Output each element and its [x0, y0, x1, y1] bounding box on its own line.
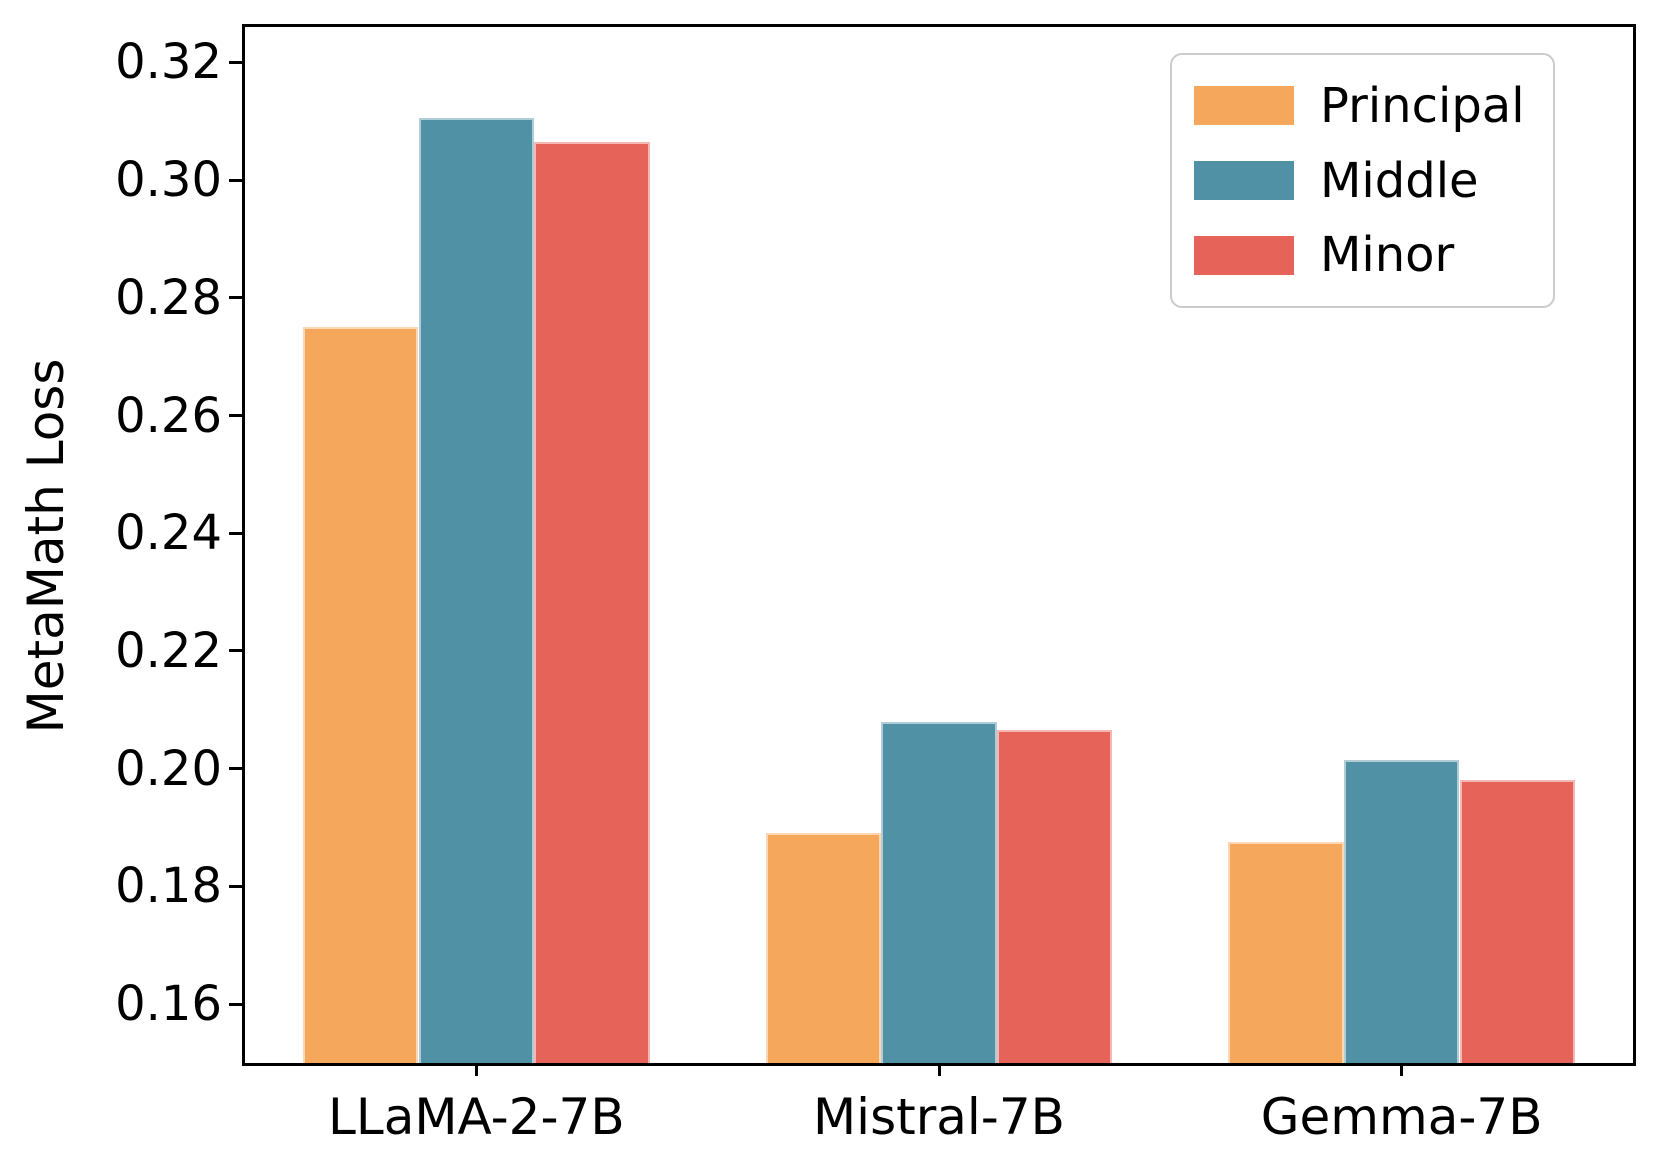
- legend: Principal Middle Minor: [1170, 53, 1555, 308]
- bar-principal-mistral-7b: [765, 833, 882, 1063]
- bar-minor-mistral-7b: [996, 730, 1113, 1063]
- y-tick-mark: [229, 649, 242, 653]
- y-tick-label: 0.24: [115, 505, 222, 562]
- bar-middle-mistral-7b: [881, 721, 997, 1063]
- y-tick-label: 0.32: [115, 34, 222, 91]
- legend-item-middle: Middle: [1194, 157, 1553, 205]
- y-tick-label: 0.22: [115, 622, 222, 679]
- legend-swatch-middle: [1194, 161, 1294, 200]
- y-tick-mark: [229, 531, 242, 535]
- x-tick-label-llama-2-7b: LLaMA-2-7B: [328, 1088, 625, 1146]
- bar-minor-llama-2-7b: [534, 141, 650, 1063]
- y-tick-mark: [229, 60, 242, 64]
- x-tick-label-mistral-7b: Mistral-7B: [813, 1088, 1065, 1146]
- y-tick-mark: [229, 767, 242, 771]
- legend-item-principal: Principal: [1194, 82, 1553, 130]
- legend-label: Middle: [1320, 152, 1479, 209]
- x-tick-mark: [1400, 1063, 1404, 1076]
- y-tick-label: 0.20: [115, 740, 222, 797]
- y-tick-label: 0.30: [115, 152, 222, 209]
- y-tick-mark: [229, 414, 242, 417]
- bar-middle-llama-2-7b: [418, 118, 535, 1063]
- y-tick-label: 0.28: [115, 269, 222, 326]
- y-tick-mark: [229, 178, 242, 182]
- y-tick-mark: [229, 296, 242, 300]
- legend-label: Principal: [1320, 77, 1525, 134]
- legend-swatch-principal: [1194, 86, 1294, 126]
- legend-label: Minor: [1320, 227, 1455, 284]
- y-tick-label: 0.26: [115, 387, 222, 444]
- legend-swatch-minor: [1194, 235, 1294, 275]
- bar-middle-gemma-7b: [1343, 759, 1460, 1063]
- legend-item-minor: Minor: [1194, 231, 1553, 279]
- y-tick-mark: [229, 1002, 242, 1006]
- bar-minor-gemma-7b: [1459, 780, 1576, 1063]
- x-tick-mark: [474, 1063, 478, 1076]
- bar-principal-gemma-7b: [1228, 842, 1344, 1063]
- x-tick-mark: [937, 1063, 941, 1076]
- x-tick-label-gemma-7b: Gemma-7B: [1260, 1088, 1543, 1146]
- y-tick-mark: [229, 884, 242, 888]
- y-tick-label: 0.18: [115, 858, 222, 915]
- y-tick-label: 0.16: [115, 976, 222, 1033]
- bar-principal-llama-2-7b: [302, 327, 419, 1063]
